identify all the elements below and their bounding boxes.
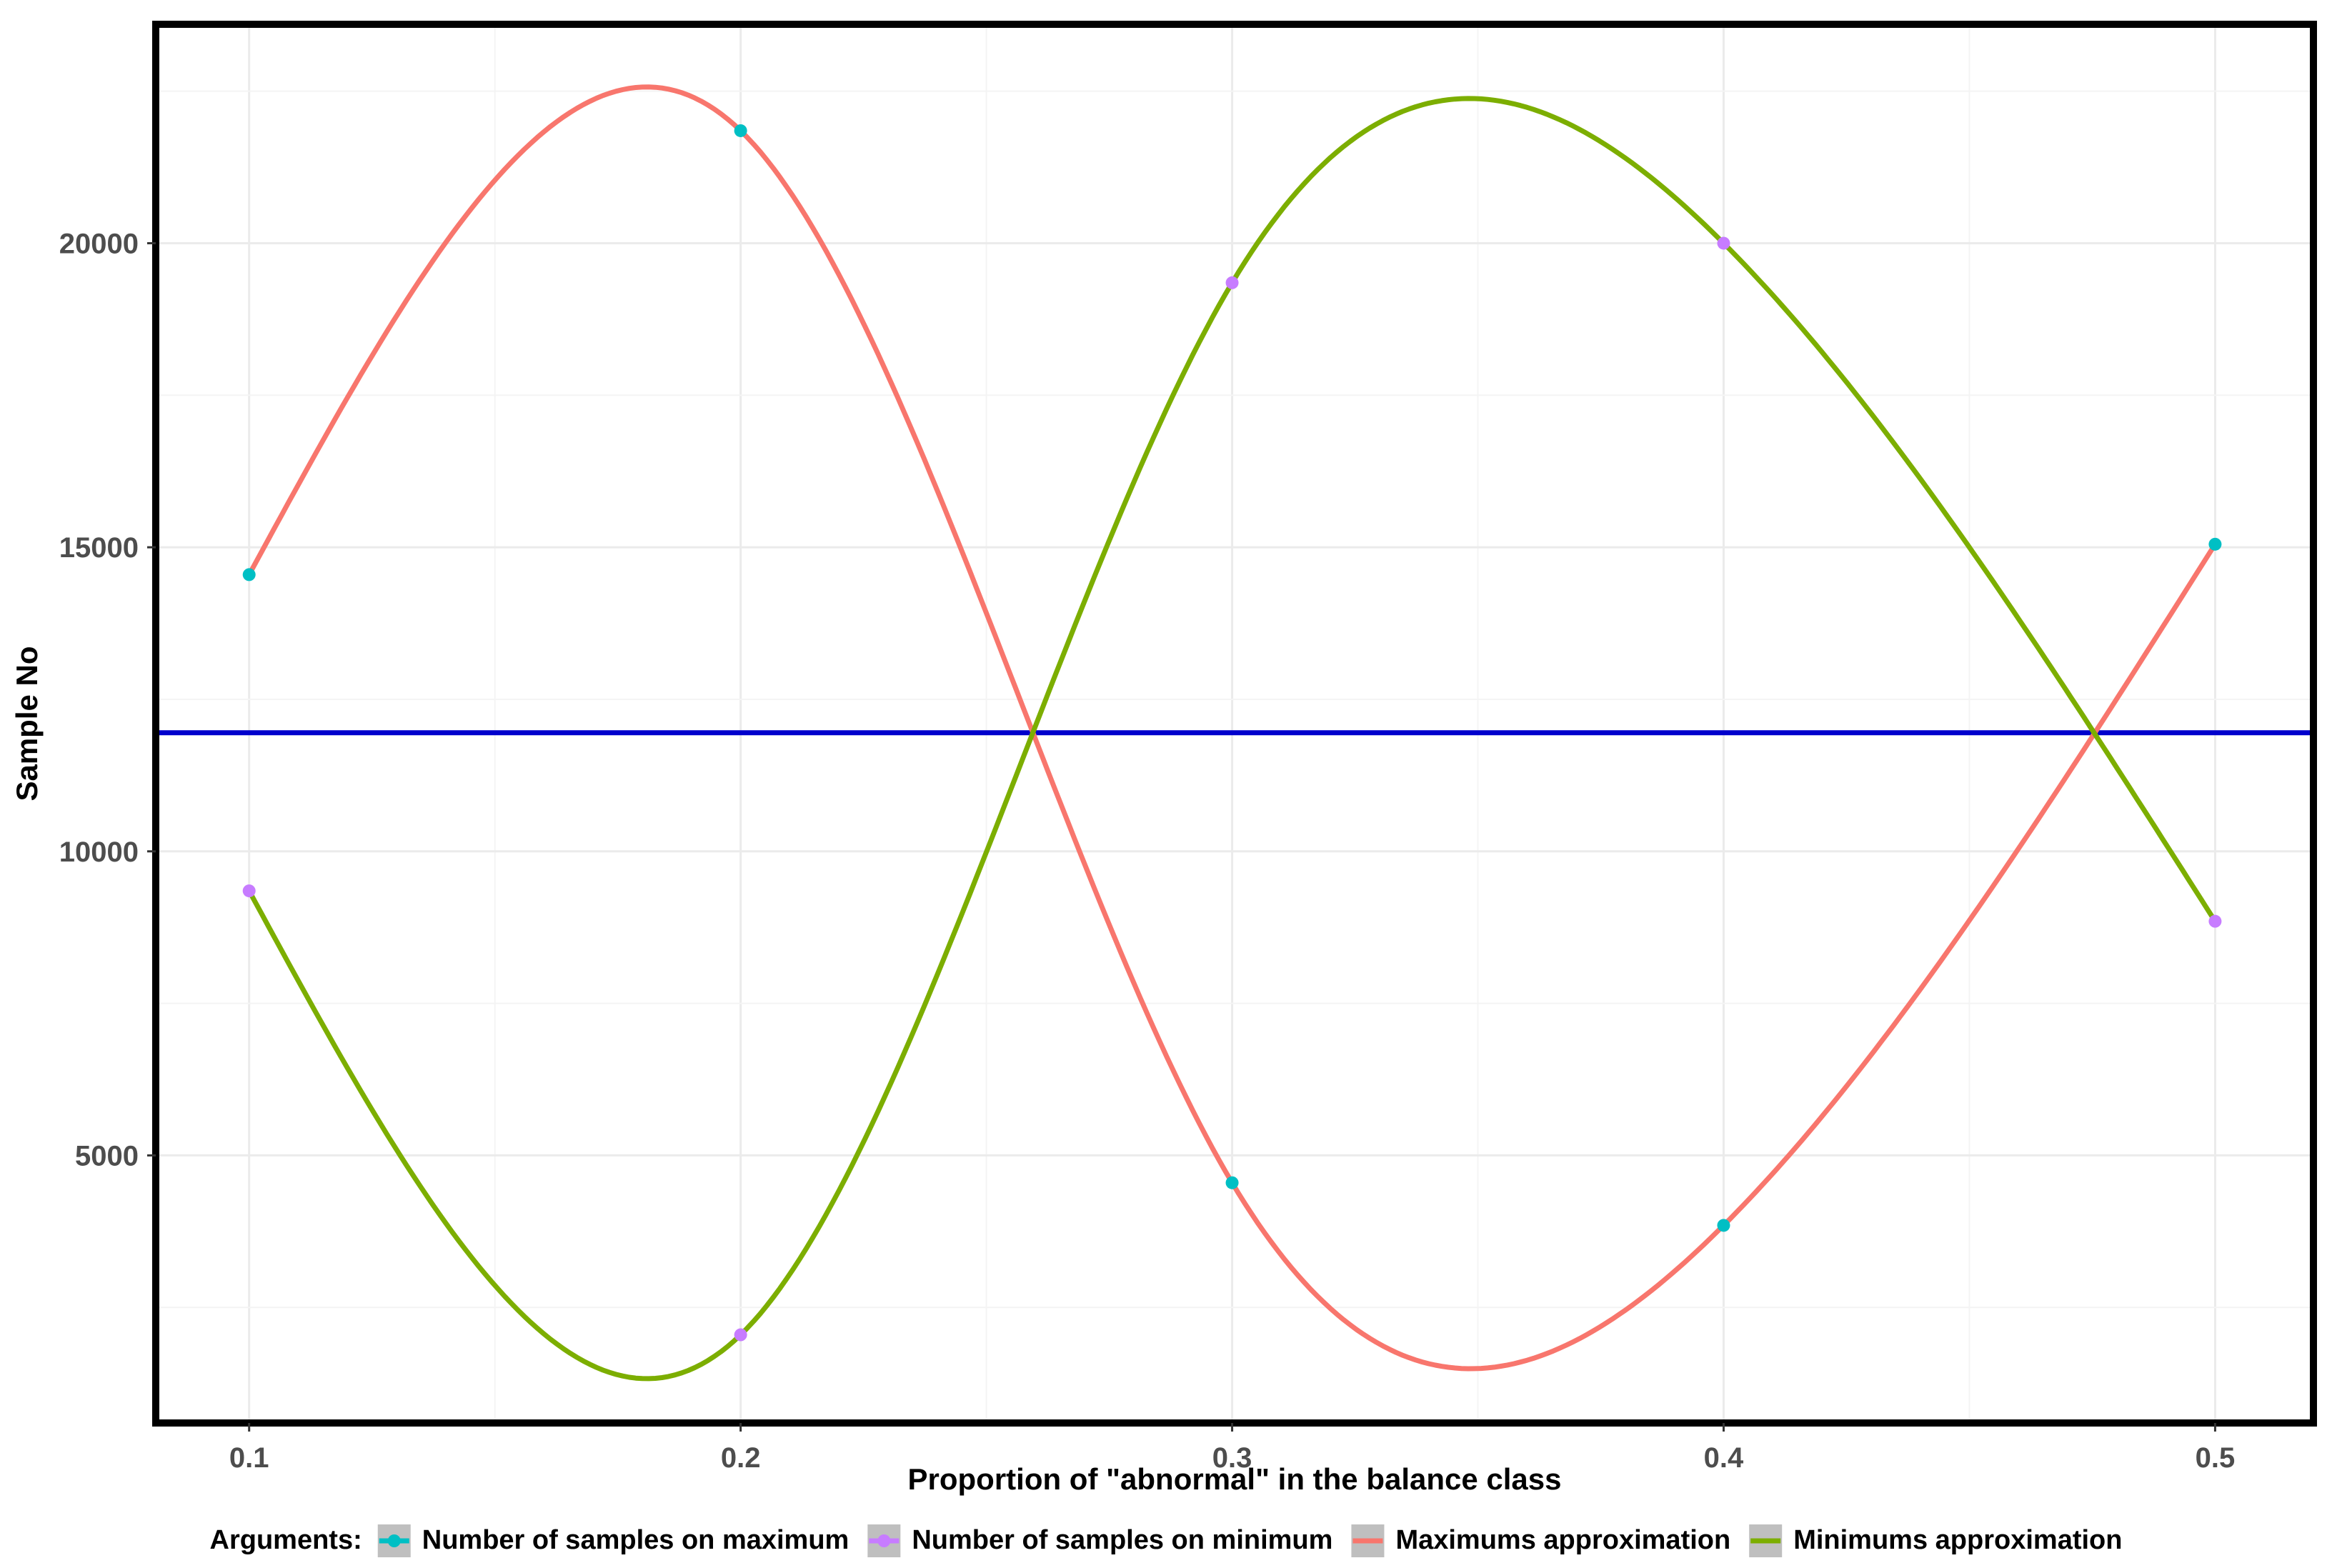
y-tick-label: 15000 xyxy=(59,532,139,564)
data-point xyxy=(1225,1176,1239,1189)
legend-key-point xyxy=(877,1534,891,1547)
x-tick-label: 0.2 xyxy=(721,1442,761,1474)
legend-label: Minimums approximation xyxy=(1793,1525,2122,1555)
legend-item: Maximums approximation xyxy=(1351,1524,1730,1557)
series-points xyxy=(242,124,2222,1342)
data-point xyxy=(242,568,256,581)
data-point xyxy=(1717,236,1730,250)
x-axis-ticks: 0.1 0.2 0.3 0.4 0.5 xyxy=(229,1423,2235,1474)
legend-title: Arguments: xyxy=(210,1525,362,1555)
x-tick-label: 0.4 xyxy=(1704,1442,1744,1474)
data-point xyxy=(734,124,747,137)
legend-item: Number of samples on minimum xyxy=(867,1524,1332,1557)
x-tick-label: 0.1 xyxy=(229,1442,269,1474)
x-tick-label: 0.3 xyxy=(1212,1442,1252,1474)
legend-key-point xyxy=(387,1534,401,1547)
y-tick-label: 10000 xyxy=(59,837,139,868)
x-axis-title: Proportion of "abnormal" in the balance … xyxy=(908,1462,1562,1496)
data-point xyxy=(1225,276,1239,289)
legend-item: Minimums approximation xyxy=(1749,1524,2122,1557)
data-point xyxy=(2208,914,2222,928)
y-axis-ticks: 5000 10000 15000 20000 xyxy=(59,228,156,1172)
data-point xyxy=(242,884,256,898)
legend-label: Number of samples on minimum xyxy=(912,1525,1332,1555)
legend-label: Number of samples on maximum xyxy=(422,1525,849,1555)
x-tick-label: 0.5 xyxy=(2196,1442,2236,1474)
data-point xyxy=(2208,537,2222,551)
y-tick-label: 5000 xyxy=(75,1140,139,1172)
legend: Arguments: Number of samples on maximum N… xyxy=(210,1524,2122,1557)
y-axis-title: Sample No xyxy=(10,646,44,801)
data-point xyxy=(734,1328,747,1342)
data-point xyxy=(1717,1219,1730,1232)
legend-label: Maximums approximation xyxy=(1395,1525,1730,1555)
grid xyxy=(156,24,2313,1423)
plot-panel-border xyxy=(152,21,2317,1427)
legend-item: Number of samples on maximum xyxy=(377,1524,849,1557)
y-tick-label: 20000 xyxy=(59,228,139,259)
